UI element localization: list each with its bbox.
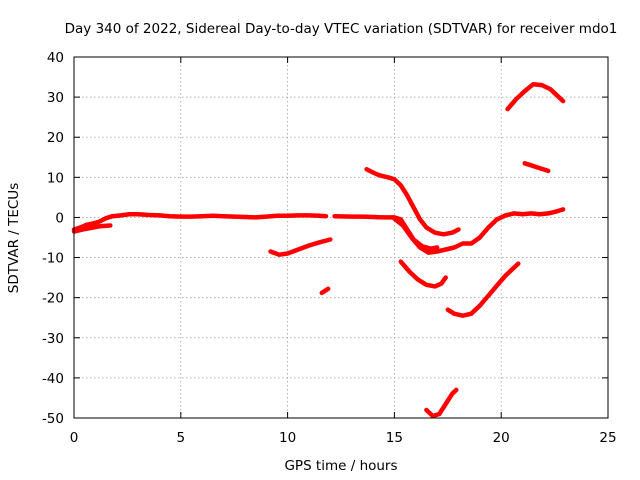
x-axis-label: GPS time / hours xyxy=(284,458,397,474)
y-tick-label: -20 xyxy=(42,291,64,307)
plot-frame xyxy=(73,56,609,419)
series-arc-02 xyxy=(71,223,113,234)
chart-title: Day 340 of 2022, Sidereal Day-to-day VTE… xyxy=(65,21,618,37)
x-tick-label: 5 xyxy=(177,430,186,446)
series-arc-04 xyxy=(364,167,461,237)
y-tick-label: -10 xyxy=(42,251,64,267)
y-tick-label: 30 xyxy=(47,90,64,106)
y-tick-label: 0 xyxy=(55,210,64,226)
series-arc-12 xyxy=(522,161,551,174)
x-tick-label: 10 xyxy=(279,430,296,446)
series-arc-06 xyxy=(268,237,333,257)
x-tick-label: 20 xyxy=(493,430,510,446)
series-arc-09 xyxy=(445,261,521,318)
y-tick-label: -40 xyxy=(42,371,64,387)
series-arc-07 xyxy=(319,286,331,296)
series-arc-05 xyxy=(392,207,566,255)
x-tick-label: 25 xyxy=(599,430,616,446)
series-arc-11 xyxy=(505,82,566,112)
grid-lines xyxy=(74,57,608,418)
y-axis-label: SDTVAR / TECUs xyxy=(6,183,22,293)
y-tick-label: 20 xyxy=(47,130,64,146)
y-tick-label: -50 xyxy=(42,411,64,427)
y-tick-label: 10 xyxy=(47,170,64,186)
y-tick-label: -30 xyxy=(42,331,64,347)
x-tick-label: 15 xyxy=(386,430,403,446)
series-arc-08 xyxy=(398,259,448,289)
axis-ticks: 0 5 10 15 20 25 -50 -40 -30 -20 -10 0 10 20 30 40 xyxy=(42,50,617,446)
series-arc-10 xyxy=(424,387,459,419)
x-tick-label: 0 xyxy=(70,430,79,446)
y-tick-label: 40 xyxy=(47,50,64,66)
data-series xyxy=(71,82,566,419)
series-arc-01 xyxy=(71,211,329,232)
